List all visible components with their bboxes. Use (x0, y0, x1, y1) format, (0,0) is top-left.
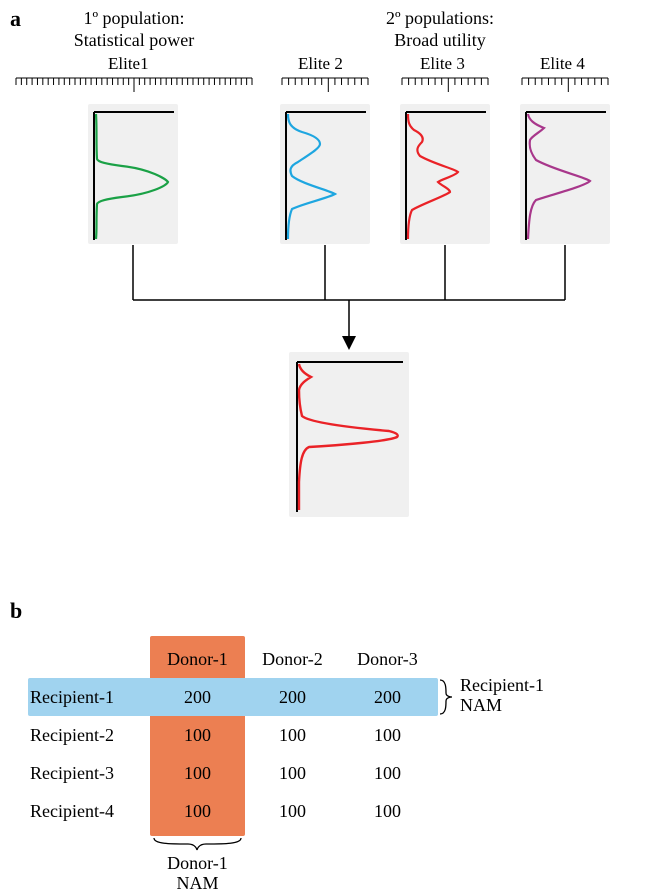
row-label: Recipient-1 (30, 687, 150, 708)
table-header: Donor-1 Donor-2 Donor-3 (30, 640, 435, 678)
col-donor3: Donor-3 (340, 649, 435, 670)
table-row: Recipient-2 100 100 100 (30, 716, 435, 754)
table-cell: 100 (245, 801, 340, 822)
table-cell: 100 (340, 763, 435, 784)
col-brace-line1: Donor-1 (167, 853, 228, 873)
table-row: Recipient-1 200 200 200 (30, 678, 435, 716)
row-brace-label: Recipient-1 NAM (460, 676, 544, 716)
table-cell: 100 (245, 763, 340, 784)
row-brace-line2: NAM (460, 695, 502, 715)
table-row: Recipient-4 100 100 100 (30, 792, 435, 830)
flow-arrows (0, 0, 646, 400)
table-cell: 100 (150, 801, 245, 822)
row-label: Recipient-3 (30, 763, 150, 784)
table-cell: 200 (150, 687, 245, 708)
col-brace-line2: NAM (176, 873, 218, 893)
row-label: Recipient-2 (30, 725, 150, 746)
panel-b-label: b (10, 598, 22, 624)
table-cell: 100 (150, 763, 245, 784)
col-brace-label: Donor-1 NAM (150, 854, 245, 894)
row-label: Recipient-4 (30, 801, 150, 822)
col-donor1: Donor-1 (150, 649, 245, 670)
cross-table: Donor-1 Donor-2 Donor-3 Recipient-1 200 … (30, 640, 435, 830)
table-cell: 100 (340, 725, 435, 746)
col-donor2: Donor-2 (245, 649, 340, 670)
table-cell: 200 (340, 687, 435, 708)
table-cell: 100 (150, 725, 245, 746)
chart-output (289, 352, 409, 517)
row-brace-icon (438, 678, 458, 716)
table-cell: 100 (245, 725, 340, 746)
table-row: Recipient-3 100 100 100 (30, 754, 435, 792)
row-brace-line1: Recipient-1 (460, 675, 544, 695)
table-cell: 100 (340, 801, 435, 822)
table-cell: 200 (245, 687, 340, 708)
